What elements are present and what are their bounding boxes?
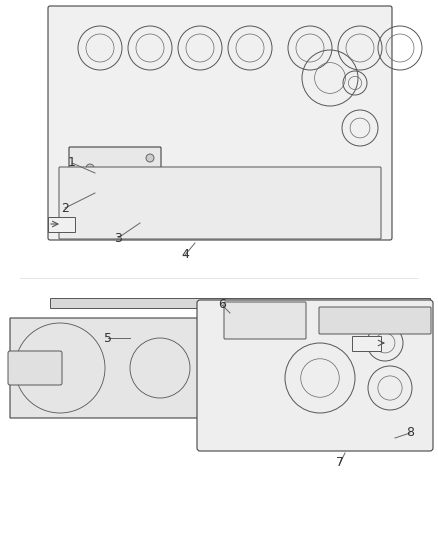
Text: 6: 6: [218, 298, 226, 311]
FancyBboxPatch shape: [224, 302, 306, 339]
Polygon shape: [10, 318, 250, 418]
Circle shape: [86, 164, 94, 172]
FancyBboxPatch shape: [59, 167, 381, 239]
FancyBboxPatch shape: [352, 335, 381, 351]
Text: 7: 7: [336, 456, 344, 470]
FancyBboxPatch shape: [47, 216, 74, 231]
Circle shape: [146, 154, 154, 162]
FancyBboxPatch shape: [69, 147, 161, 199]
FancyBboxPatch shape: [319, 307, 431, 334]
Text: 8: 8: [406, 426, 414, 440]
Text: 3: 3: [114, 231, 122, 245]
FancyBboxPatch shape: [8, 351, 62, 385]
Text: 5: 5: [104, 332, 112, 344]
Circle shape: [76, 184, 84, 192]
Circle shape: [136, 174, 144, 182]
Text: 4: 4: [181, 248, 189, 262]
FancyBboxPatch shape: [48, 6, 392, 240]
FancyBboxPatch shape: [197, 300, 433, 451]
Text: 1: 1: [68, 157, 76, 169]
Polygon shape: [50, 298, 430, 308]
Text: 2: 2: [61, 201, 69, 214]
